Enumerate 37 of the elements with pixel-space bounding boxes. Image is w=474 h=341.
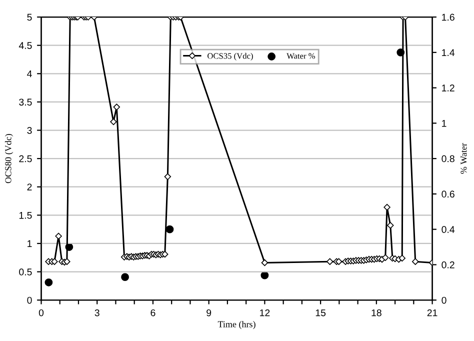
y2-tick-label: 1.2	[442, 84, 454, 92]
legend-label: Water %	[286, 53, 316, 59]
x-tick-label: 12	[260, 309, 270, 316]
point	[166, 225, 174, 234]
y-tick-label: 3	[27, 126, 32, 134]
y-tick-label: 1	[28, 240, 32, 247]
y-axis-title: OCS80 (Vdc)	[4, 134, 14, 184]
point	[121, 273, 129, 282]
y2-tick-label: 0	[442, 296, 446, 304]
y2-tick-label: 1.4	[442, 49, 455, 56]
point	[44, 278, 53, 286]
y-tick-label: 2	[27, 184, 32, 190]
y2-tick-label: 0.8	[442, 155, 454, 162]
y-tick-label: 4	[27, 70, 32, 78]
x-tick-label: 0	[38, 309, 44, 316]
x-tick-label: 18	[372, 309, 382, 316]
y-tick-label: 1.5	[19, 212, 32, 219]
y2-tick-label: 0.2	[442, 261, 454, 268]
point	[260, 271, 269, 280]
y-tick-label: 0	[27, 296, 32, 304]
y-tick-label: 4.5	[18, 42, 32, 49]
x-tick-label: 6	[150, 309, 156, 316]
y-tick-label: 0.5	[19, 268, 32, 276]
x-tick-label: 9	[206, 309, 212, 316]
legend-label: OCS35 (Vdc)	[208, 52, 253, 60]
y2-tick-label: 1.6	[442, 14, 454, 21]
y2-axis-title: % Water	[460, 143, 467, 174]
y-tick-label: 2.5	[19, 155, 32, 162]
y2-tick-label: 0.4	[442, 226, 455, 233]
y-tick-label: 3.5	[19, 98, 32, 106]
y2-tick-label: 0.6	[442, 190, 454, 198]
x-tick-label: 3	[94, 309, 100, 316]
x-tick-label: 15	[316, 309, 326, 316]
x-axis-title: Time (hrs)	[218, 320, 256, 330]
y-tick-label: 5	[27, 14, 32, 21]
x-tick-label: 21	[427, 309, 438, 316]
y2-tick-label: 1	[442, 120, 446, 127]
